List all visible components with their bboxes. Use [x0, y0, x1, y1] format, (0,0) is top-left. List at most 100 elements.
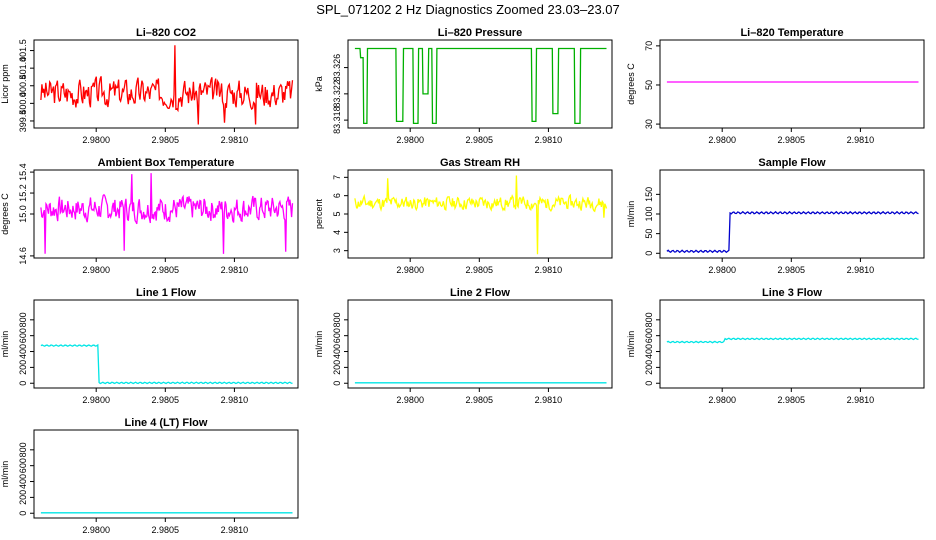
series-line-rh [354, 175, 608, 255]
x-tick-label: 2.9810 [535, 395, 563, 405]
y-tick-label: 70 [644, 41, 654, 51]
y-tick-label: 100 [644, 206, 654, 221]
y-axis-label: degrees C [0, 193, 10, 235]
x-tick-label: 2.9810 [221, 525, 249, 535]
chart-title: Line 4 (LT) Flow [125, 417, 208, 429]
y-tick-label: 401.0 [18, 57, 28, 80]
x-tick-label: 2.9805 [466, 135, 494, 145]
series-line-sampleflow [666, 210, 919, 254]
x-tick-label: 2.9805 [152, 135, 180, 145]
chart-title: Gas Stream RH [440, 157, 520, 169]
x-tick-label: 2.9805 [152, 265, 180, 275]
y-axis-label: degrees C [626, 63, 636, 105]
y-tick-label: 800 [18, 442, 28, 457]
y-tick-label: 83.318 [332, 106, 342, 134]
chart-title: Line 3 Flow [762, 287, 822, 299]
plot-frame [33, 299, 299, 389]
y-axis-label: percent [314, 198, 324, 229]
series-line-ambtemp [40, 173, 294, 254]
y-tick-label: 200 [18, 360, 28, 375]
x-tick-label: 2.9810 [535, 135, 563, 145]
y-tick-label: 400 [332, 344, 342, 359]
y-tick-label: 0 [332, 381, 342, 386]
y-tick-label: 400.0 [18, 92, 28, 115]
y-tick-label: 200 [644, 360, 654, 375]
y-tick-label: 4 [332, 230, 342, 235]
y-tick-label: 14.6 [18, 247, 28, 265]
chart-title: Sample Flow [758, 157, 826, 169]
series-line-pressure [354, 47, 607, 125]
x-tick-label: 2.9810 [847, 265, 875, 275]
chart-title: Li–820 CO2 [136, 27, 196, 39]
x-tick-label: 2.9810 [847, 135, 875, 145]
y-tick-label: 0 [18, 381, 28, 386]
y-axis-label: ml/min [0, 331, 10, 358]
y-tick-label: 800 [332, 312, 342, 327]
x-tick-label: 2.9810 [221, 265, 249, 275]
x-tick-label: 2.9800 [396, 265, 424, 275]
chart-panel-co2: Li–820 CO2 Licor ppm 399.5400.0400.5401.04… [0, 27, 299, 145]
y-axis-label: ml/min [626, 331, 636, 358]
x-tick-label: 2.9810 [535, 265, 563, 275]
chart-panel-li820temp: Li–820 Temperature degrees C 30 50 70 2.9800 2… [626, 27, 925, 145]
y-tick-label: 50 [644, 80, 654, 90]
y-tick-label: 15.0 [18, 205, 28, 223]
plot-frame [347, 299, 613, 389]
chart-panel-sampleflow: Sample Flow ml/min 0 50 100 150 2.9800 2.9805 2.… [626, 157, 925, 275]
y-tick-label: 200 [18, 490, 28, 505]
y-axis-label: Licor ppm [0, 64, 10, 104]
x-tick-label: 2.9805 [152, 395, 180, 405]
y-tick-label: 83.322 [332, 80, 342, 108]
x-tick-label: 2.9805 [152, 525, 180, 535]
y-tick-label: 6 [332, 193, 342, 198]
x-tick-label: 2.9800 [708, 135, 736, 145]
x-tick-label: 2.9805 [778, 265, 806, 275]
plot-frame [347, 39, 613, 129]
y-tick-label: 400 [18, 344, 28, 359]
y-axis-label: ml/min [314, 331, 324, 358]
x-tick-label: 2.9810 [221, 135, 249, 145]
y-tick-label: 30 [644, 119, 654, 129]
y-tick-label: 50 [644, 229, 654, 239]
x-tick-label: 2.9800 [396, 395, 424, 405]
x-tick-label: 2.9800 [708, 395, 736, 405]
series-line-co2 [40, 45, 294, 125]
x-tick-label: 2.9800 [708, 265, 736, 275]
y-tick-label: 7 [332, 175, 342, 180]
x-tick-label: 2.9800 [82, 525, 110, 535]
x-tick-label: 2.9805 [778, 395, 806, 405]
chart-title: Line 1 Flow [136, 287, 196, 299]
y-tick-label: 15.2 [18, 184, 28, 202]
y-tick-label: 0 [18, 511, 28, 516]
y-axis-label: ml/min [0, 461, 10, 488]
x-tick-label: 2.9805 [466, 265, 494, 275]
plot-frame [33, 39, 299, 129]
y-tick-label: 600 [18, 458, 28, 473]
y-tick-label: 200 [332, 360, 342, 375]
y-tick-label: 600 [644, 328, 654, 343]
x-tick-label: 2.9810 [847, 395, 875, 405]
y-axis-label: kPa [314, 76, 324, 92]
y-tick-label: 400 [18, 474, 28, 489]
x-tick-label: 2.9800 [82, 395, 110, 405]
y-tick-label: 401.5 [18, 39, 28, 62]
series-line-line1 [40, 343, 293, 385]
y-tick-label: 399.5 [18, 110, 28, 133]
x-tick-label: 2.9805 [466, 395, 494, 405]
chart-panel-rh: Gas Stream RH percent 3 4 5 6 7 2.9800 2.9805 2.9… [314, 157, 613, 275]
y-tick-label: 800 [644, 312, 654, 327]
y-tick-label: 83.326 [332, 54, 342, 82]
y-tick-label: 800 [18, 312, 28, 327]
plot-frame [659, 39, 925, 129]
y-tick-label: 150 [644, 187, 654, 202]
x-tick-label: 2.9800 [82, 265, 110, 275]
x-tick-label: 2.9800 [82, 135, 110, 145]
chart-title: Line 2 Flow [450, 287, 510, 299]
page-title: SPL_071202 2 Hz Diagnostics Zoomed 23.03… [316, 2, 620, 17]
